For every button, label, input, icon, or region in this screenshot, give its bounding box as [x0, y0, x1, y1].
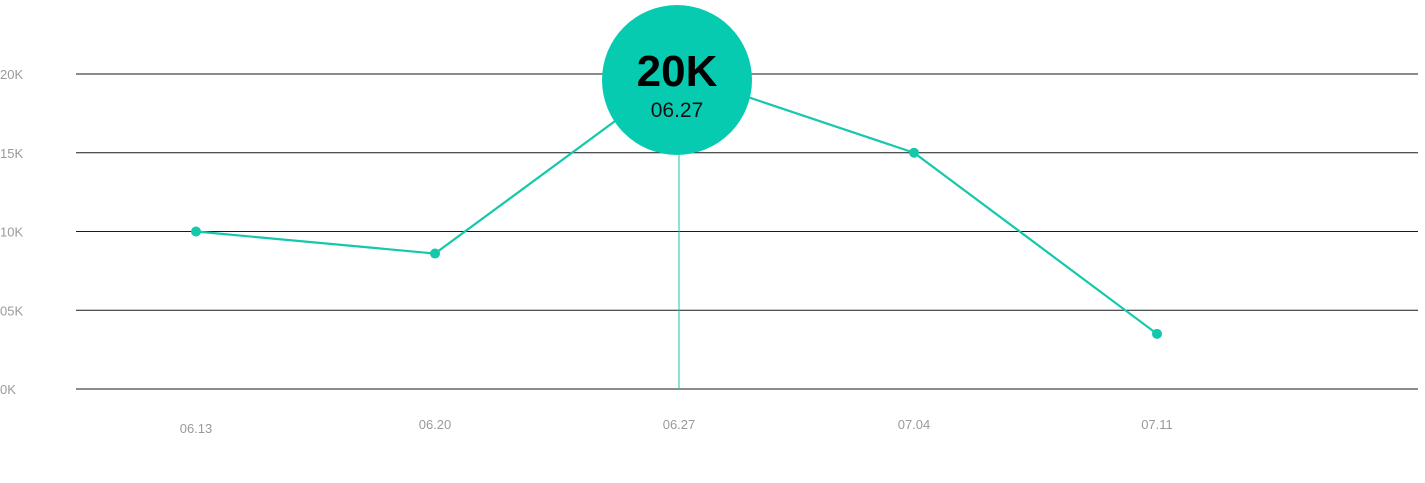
x-axis-ticks: 06.13 06.20 06.27 07.04 07.11 [180, 417, 1173, 436]
y-axis-ticks: 0K 05K 10K 15K 20K [0, 67, 23, 397]
tooltip-date: 06.27 [651, 99, 704, 122]
y-tick-label: 15K [0, 146, 23, 161]
x-tick-label: 06.13 [180, 421, 213, 436]
data-point[interactable] [909, 147, 919, 158]
y-tick-label: 10K [0, 225, 23, 240]
grid-lines [76, 73, 1418, 390]
y-tick-label: 20K [0, 67, 23, 82]
data-point[interactable] [191, 226, 201, 237]
y-tick-label: 0K [0, 382, 16, 397]
highlight-tooltip: 20K 06.27 [602, 5, 752, 155]
data-point[interactable] [430, 248, 440, 259]
data-point[interactable] [1152, 328, 1162, 339]
data-points [191, 147, 1162, 339]
x-tick-label: 06.27 [663, 417, 696, 432]
x-tick-label: 06.20 [419, 417, 452, 432]
tooltip-value: 20K [637, 47, 718, 96]
x-tick-label: 07.04 [898, 417, 931, 432]
y-tick-label: 05K [0, 303, 23, 318]
x-tick-label: 07.11 [1141, 417, 1173, 432]
tooltip-badge [602, 5, 752, 155]
